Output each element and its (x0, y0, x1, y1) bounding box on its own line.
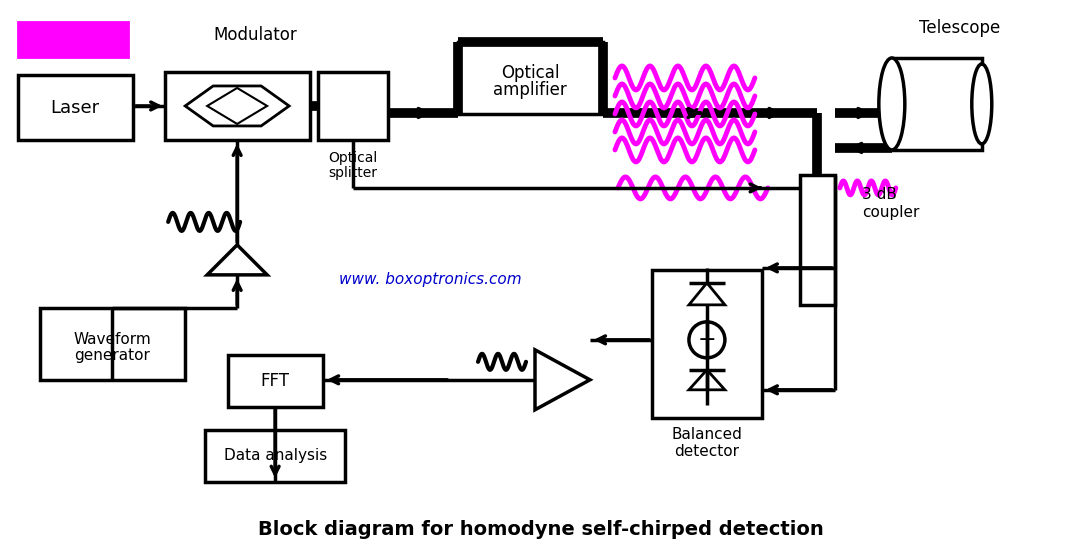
Polygon shape (689, 370, 725, 390)
Ellipse shape (879, 58, 905, 150)
Text: coupler: coupler (862, 205, 920, 221)
FancyBboxPatch shape (652, 270, 762, 418)
Text: Block diagram for homodyne self-chirped detection: Block diagram for homodyne self-chirped … (259, 520, 823, 539)
FancyBboxPatch shape (458, 42, 603, 114)
Text: Optical: Optical (329, 151, 378, 165)
Text: Optical: Optical (501, 64, 559, 82)
Text: Laser: Laser (51, 99, 100, 117)
Text: splitter: splitter (329, 166, 378, 180)
Polygon shape (207, 88, 267, 124)
FancyBboxPatch shape (18, 22, 128, 57)
Text: Waveform: Waveform (74, 332, 151, 347)
Polygon shape (207, 245, 267, 275)
FancyBboxPatch shape (206, 430, 345, 482)
FancyBboxPatch shape (166, 72, 311, 140)
Ellipse shape (972, 64, 992, 144)
Text: Balanced: Balanced (672, 427, 742, 442)
Text: Data analysis: Data analysis (224, 448, 327, 463)
Text: amplifier: amplifier (493, 81, 567, 99)
Text: www. boxoptronics.com: www. boxoptronics.com (339, 273, 522, 287)
FancyBboxPatch shape (40, 308, 185, 380)
Text: FFT: FFT (261, 372, 290, 390)
Text: −: − (698, 330, 716, 350)
Text: detector: detector (674, 444, 739, 459)
Text: 3 dB: 3 dB (862, 188, 897, 202)
FancyBboxPatch shape (800, 175, 835, 305)
FancyBboxPatch shape (892, 58, 981, 150)
Circle shape (689, 322, 725, 358)
Text: Telescope: Telescope (920, 19, 1001, 37)
FancyBboxPatch shape (228, 355, 324, 407)
FancyBboxPatch shape (318, 72, 388, 140)
Polygon shape (689, 283, 725, 305)
Polygon shape (535, 350, 590, 410)
Text: generator: generator (75, 349, 150, 363)
FancyBboxPatch shape (18, 75, 133, 140)
Polygon shape (185, 86, 289, 126)
Text: Modulator: Modulator (213, 26, 298, 44)
